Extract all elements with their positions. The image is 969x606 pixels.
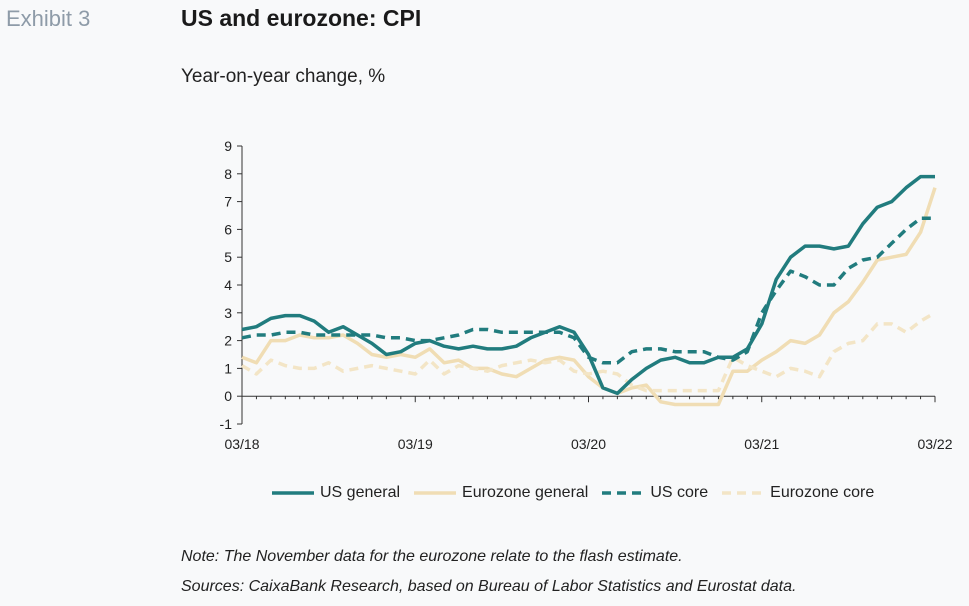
legend: US general Eurozone general US core Euro…	[272, 484, 888, 502]
y-axis: -1 0 1 2 3 4 5 6 7 8 9	[220, 138, 243, 432]
series-line-eurozone-general	[241, 187, 937, 407]
y-tick-label: 2	[224, 333, 232, 349]
y-tick-label: 6	[224, 221, 232, 237]
legend-swatch-eurozone-general	[414, 491, 457, 495]
footnote: Note: The November data for the eurozone…	[181, 548, 683, 565]
series-line-us-general	[241, 174, 935, 396]
x-tick-label: 03/21	[744, 436, 779, 452]
chart-title: US and eurozone: CPI	[181, 5, 422, 31]
legend-item-eurozone-core: Eurozone core	[722, 484, 874, 502]
y-tick-label: 8	[224, 166, 232, 182]
chart-subtitle: Year-on-year change, %	[181, 66, 386, 87]
y-tick-label: 3	[224, 305, 232, 321]
series-lines	[241, 174, 937, 407]
x-tick-label: 03/22	[917, 436, 952, 452]
legend-item-us-general: US general	[272, 484, 400, 502]
series-line-us-core	[241, 216, 935, 365]
x-tick-label: 03/18	[224, 436, 259, 452]
legend-swatch-us-general	[272, 491, 314, 495]
x-axis: 03/18 03/19 03/20 03/21 03/22	[224, 395, 953, 452]
legend-item-us-core: US core	[602, 484, 708, 502]
legend-swatch-eurozone-core	[722, 491, 765, 495]
x-tick-label: 03/20	[571, 436, 606, 452]
legend-label-us-core: US core	[650, 484, 709, 501]
legend-label-us-general: US general	[320, 484, 401, 501]
y-tick-label: 4	[224, 277, 232, 293]
exhibit-label: Exhibit 3	[6, 6, 91, 31]
legend-swatch-us-core	[602, 491, 645, 495]
y-tick-label: 5	[224, 249, 232, 265]
y-tick-label: 0	[224, 388, 232, 404]
sources: Sources: CaixaBank Research, based on Bu…	[181, 578, 797, 595]
y-tick-label: 9	[224, 138, 232, 154]
legend-label-eurozone-general: Eurozone general	[462, 484, 589, 501]
y-tick-label: 7	[224, 194, 232, 210]
y-tick-label: 1	[224, 360, 232, 376]
x-tick-label: 03/19	[398, 436, 433, 452]
series-line-eurozone-core	[241, 311, 936, 393]
y-tick-label: -1	[220, 416, 233, 432]
legend-item-eurozone-general: Eurozone general	[414, 484, 588, 502]
legend-label-eurozone-core: Eurozone core	[770, 484, 875, 501]
